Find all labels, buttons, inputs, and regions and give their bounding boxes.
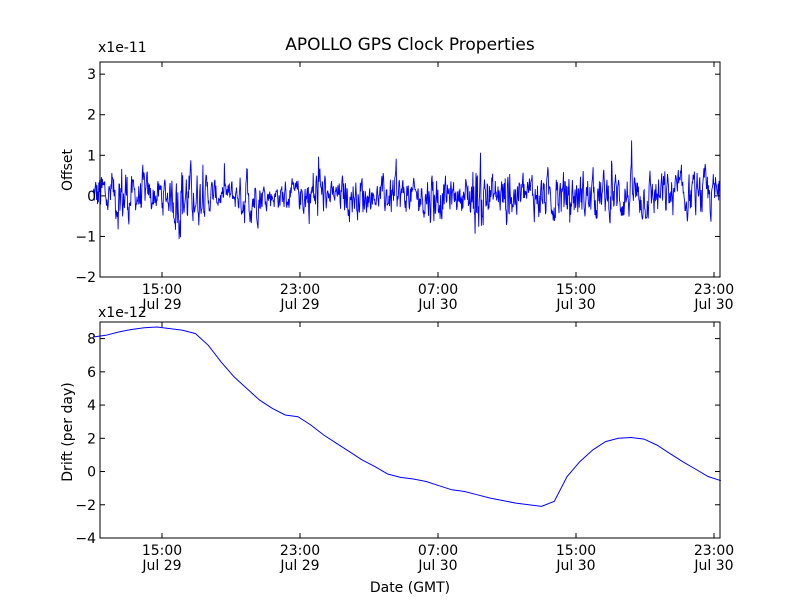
x-tick-date: Jul 30 bbox=[555, 558, 595, 574]
y-tick-label: 3 bbox=[87, 67, 96, 83]
x-tick-time: 15:00 bbox=[556, 543, 596, 559]
x-tick-date: Jul 29 bbox=[141, 297, 181, 313]
y-tick-label: 2 bbox=[87, 108, 96, 124]
x-tick-time: 23:00 bbox=[280, 282, 320, 298]
drift-multiplier: x1e-12 bbox=[98, 305, 147, 321]
x-tick-date: Jul 30 bbox=[693, 297, 733, 313]
y-tick-label: −2 bbox=[75, 270, 96, 286]
drift-panel: x1e-12 Drift (per day) Date (GMT) −4 −2 0 2… bbox=[60, 305, 734, 596]
x-tick-date: Jul 29 bbox=[279, 558, 319, 574]
offset-ylabel: Offset bbox=[60, 148, 76, 191]
y-tick-label: 1 bbox=[87, 148, 96, 164]
drift-series bbox=[92, 326, 722, 507]
x-tick-date: Jul 30 bbox=[417, 297, 457, 313]
offset-series bbox=[92, 140, 721, 240]
x-tick-time: 07:00 bbox=[418, 543, 458, 559]
y-tick-label: 0 bbox=[87, 189, 96, 205]
x-tick-date: Jul 29 bbox=[141, 558, 181, 574]
x-tick-time: 23:00 bbox=[694, 543, 734, 559]
x-tick-date: Jul 30 bbox=[555, 297, 595, 313]
y-tick-label: −2 bbox=[75, 498, 96, 514]
drift-line bbox=[92, 326, 722, 507]
y-tick-label: 8 bbox=[87, 332, 96, 348]
y-tick-label: −1 bbox=[75, 229, 96, 245]
x-tick-time: 23:00 bbox=[280, 543, 320, 559]
y-tick-label: 6 bbox=[87, 365, 96, 381]
drift-plot-frame bbox=[99, 321, 721, 539]
y-tick-label: −4 bbox=[75, 531, 96, 547]
x-tick-date: Jul 29 bbox=[279, 297, 319, 313]
y-tick-label: 2 bbox=[87, 431, 96, 447]
x-tick-time: 15:00 bbox=[556, 282, 596, 298]
x-tick-time: 07:00 bbox=[418, 282, 458, 298]
drift-ylabel: Drift (per day) bbox=[60, 382, 76, 481]
offset-line bbox=[92, 140, 721, 240]
offset-panel: APOLLO GPS Clock Properties x1e-11 Offse… bbox=[60, 35, 734, 313]
y-tick-label: 0 bbox=[87, 465, 96, 481]
x-tick-date: Jul 30 bbox=[693, 558, 733, 574]
y-tick-label: 4 bbox=[87, 398, 96, 414]
x-tick-time: 15:00 bbox=[142, 282, 182, 298]
x-tick-time: 15:00 bbox=[142, 543, 182, 559]
x-tick-time: 23:00 bbox=[694, 282, 734, 298]
offset-plot-frame bbox=[99, 61, 721, 278]
offset-multiplier: x1e-11 bbox=[98, 40, 147, 56]
chart-title: APOLLO GPS Clock Properties bbox=[285, 35, 535, 55]
drift-xlabel: Date (GMT) bbox=[370, 580, 450, 596]
x-tick-date: Jul 30 bbox=[417, 558, 457, 574]
